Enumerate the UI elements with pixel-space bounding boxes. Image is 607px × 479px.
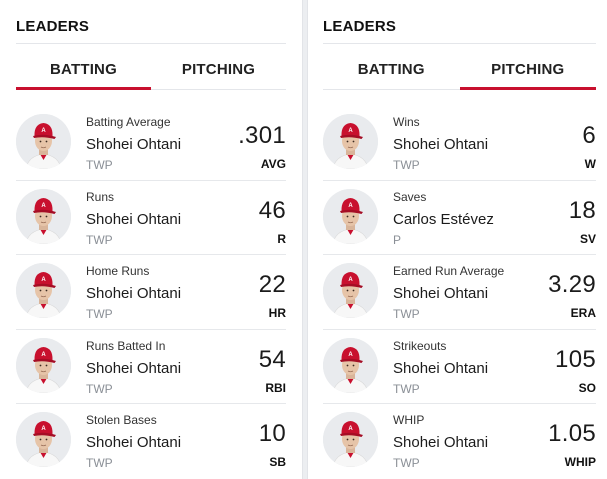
- leaders-list: A Wins Shohei Ohtani TWP 6 W A Saves Car…: [323, 106, 596, 479]
- tab-batting[interactable]: BATTING: [357, 61, 425, 78]
- stat-label: Wins: [393, 115, 420, 129]
- batting-leaders-card: LEADERS BATTING PITCHING A Batting Avera…: [0, 0, 303, 479]
- svg-text:A: A: [41, 203, 46, 209]
- pitching-leaders-card: LEADERS BATTING PITCHING A Wins Shohei O…: [307, 0, 607, 479]
- stat-value: 18: [568, 196, 596, 224]
- stat-value: 1.05: [548, 420, 596, 447]
- svg-text:A: A: [41, 277, 46, 283]
- leader-row[interactable]: A WHIP Shohei Ohtani TWP 1.05 WHIP: [323, 404, 596, 479]
- player-name[interactable]: Shohei Ohtani: [393, 136, 489, 153]
- player-name[interactable]: Shohei Ohtani: [86, 359, 182, 377]
- player-headshot-icon[interactable]: A: [16, 412, 71, 467]
- leaders-tabs: BATTING PITCHING: [16, 52, 286, 90]
- stat-abbreviation: SO: [578, 380, 596, 395]
- player-headshot-icon[interactable]: A: [16, 263, 71, 318]
- player-headshot-icon[interactable]: A: [323, 263, 378, 318]
- leader-row[interactable]: A Strikeouts Shohei Ohtani TWP 105 SO: [323, 330, 596, 404]
- leader-row[interactable]: A Batting Average Shohei Ohtani TWP .301…: [16, 106, 286, 181]
- stat-label: Home Runs: [86, 264, 150, 278]
- player-name[interactable]: Shohei Ohtani: [393, 359, 489, 377]
- player-position: TWP: [393, 158, 420, 172]
- stat-label: Saves: [393, 189, 427, 204]
- player-position: P: [393, 232, 402, 247]
- svg-text:A: A: [41, 352, 46, 358]
- player-name[interactable]: Shohei Ohtani: [86, 210, 182, 228]
- player-position: TWP: [86, 307, 113, 321]
- tab-pitching[interactable]: PITCHING: [459, 52, 597, 90]
- stat-label: Runs: [86, 189, 115, 204]
- player-position: TWP: [86, 232, 113, 247]
- stat-label: WHIP: [393, 413, 425, 427]
- title-divider: [323, 43, 596, 44]
- stat-abbreviation: RBI: [265, 380, 286, 395]
- svg-text:A: A: [41, 426, 46, 432]
- card-title: LEADERS: [323, 18, 397, 35]
- card-title: LEADERS: [16, 18, 90, 35]
- title-divider: [16, 43, 286, 44]
- stat-value: 54: [258, 345, 286, 373]
- svg-text:A: A: [348, 203, 353, 209]
- stat-label: Earned Run Average: [393, 264, 505, 278]
- svg-text:A: A: [41, 128, 46, 134]
- player-position: TWP: [393, 456, 420, 470]
- svg-text:A: A: [348, 426, 353, 432]
- player-headshot-icon[interactable]: A: [16, 188, 71, 244]
- leader-row[interactable]: A Wins Shohei Ohtani TWP 6 W: [323, 106, 596, 181]
- stat-value: 3.29: [548, 271, 596, 298]
- player-position: TWP: [86, 381, 113, 396]
- svg-text:A: A: [348, 128, 353, 134]
- player-headshot-icon[interactable]: A: [16, 337, 71, 393]
- stat-abbreviation: SV: [579, 231, 596, 246]
- leader-row[interactable]: A Stolen Bases Shohei Ohtani TWP 10 SB: [16, 404, 286, 479]
- stat-abbreviation: AVG: [260, 157, 286, 171]
- stat-label: Strikeouts: [393, 338, 447, 353]
- player-headshot-icon[interactable]: A: [323, 188, 378, 244]
- player-position: TWP: [393, 381, 420, 396]
- tab-pitching[interactable]: PITCHING: [181, 61, 256, 78]
- player-name[interactable]: Shohei Ohtani: [393, 285, 489, 302]
- leaders-tabs: BATTING PITCHING: [323, 52, 596, 90]
- stat-label: Stolen Bases: [86, 413, 157, 427]
- stat-abbreviation: W: [584, 157, 596, 171]
- player-headshot-icon[interactable]: A: [323, 337, 378, 393]
- stat-label: Runs Batted In: [86, 338, 166, 353]
- leader-row[interactable]: A Earned Run Average Shohei Ohtani TWP 3…: [323, 255, 596, 330]
- stat-value: .301: [238, 122, 286, 149]
- stat-abbreviation: R: [277, 231, 286, 246]
- player-position: TWP: [393, 307, 420, 321]
- leader-row[interactable]: A Home Runs Shohei Ohtani TWP 22 HR: [16, 255, 286, 330]
- stat-abbreviation: SB: [269, 455, 286, 469]
- player-name[interactable]: Shohei Ohtani: [393, 434, 489, 451]
- leaders-list: A Batting Average Shohei Ohtani TWP .301…: [16, 106, 286, 479]
- stat-abbreviation: ERA: [570, 306, 596, 320]
- leader-row[interactable]: A Runs Shohei Ohtani TWP 46 R: [16, 181, 286, 255]
- svg-text:A: A: [348, 352, 353, 358]
- leader-row[interactable]: A Saves Carlos Estévez P 18 SV: [323, 181, 596, 255]
- stat-label: Batting Average: [86, 115, 171, 129]
- player-headshot-icon[interactable]: A: [323, 114, 378, 169]
- player-headshot-icon[interactable]: A: [323, 412, 378, 467]
- player-position: TWP: [86, 158, 113, 172]
- stat-value: 46: [258, 196, 286, 224]
- player-headshot-icon[interactable]: A: [16, 114, 71, 169]
- tab-batting[interactable]: BATTING: [16, 52, 151, 90]
- stat-abbreviation: WHIP: [564, 455, 596, 469]
- stat-value: 105: [555, 345, 596, 373]
- player-position: TWP: [86, 456, 113, 470]
- stat-value: 6: [582, 122, 596, 149]
- player-name[interactable]: Shohei Ohtani: [86, 136, 182, 153]
- leader-row[interactable]: A Runs Batted In Shohei Ohtani TWP 54 RB…: [16, 330, 286, 404]
- player-name[interactable]: Carlos Estévez: [393, 210, 494, 228]
- svg-text:A: A: [348, 277, 353, 283]
- player-name[interactable]: Shohei Ohtani: [86, 285, 182, 302]
- stat-abbreviation: HR: [268, 306, 286, 320]
- player-name[interactable]: Shohei Ohtani: [86, 434, 182, 451]
- stat-value: 10: [258, 420, 286, 447]
- stat-value: 22: [258, 271, 286, 298]
